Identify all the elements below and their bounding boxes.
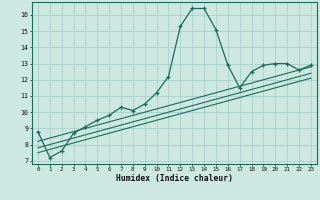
X-axis label: Humidex (Indice chaleur): Humidex (Indice chaleur) [116,174,233,183]
